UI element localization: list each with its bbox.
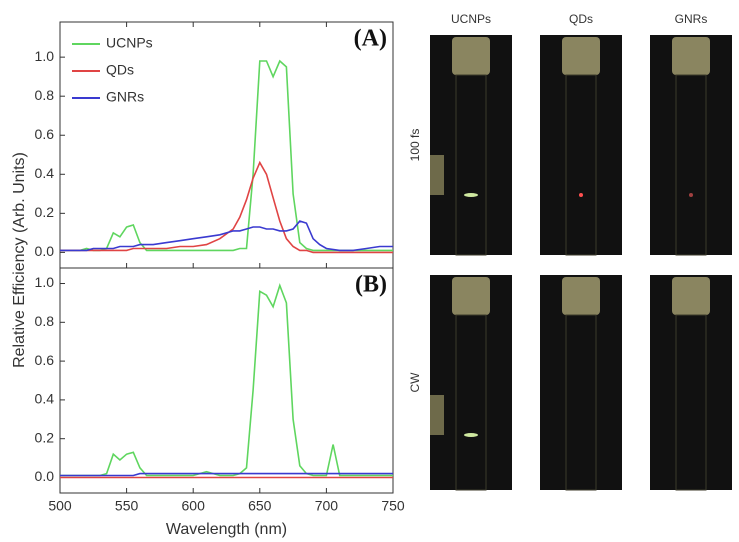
x-axis-label: Wavelength (nm) [166, 521, 287, 538]
vial [675, 74, 707, 256]
series-line [60, 472, 393, 477]
vial [565, 314, 597, 491]
legend-label: GNRs [106, 89, 144, 105]
vial [455, 314, 487, 491]
vial [565, 74, 597, 256]
emission-spot [464, 433, 478, 437]
y-tick-label: 0.4 [35, 391, 55, 407]
vial [675, 314, 707, 491]
vial-cap [672, 277, 710, 315]
panel-label: (B) [355, 272, 387, 298]
photo-column-label: QDs [569, 12, 593, 26]
emission-spot [579, 193, 583, 197]
y-tick-label: 1.0 [35, 274, 55, 290]
plot-frame [59, 267, 394, 494]
series-line [60, 59, 393, 252]
x-tick-label: 600 [182, 498, 206, 514]
panel-label: (A) [354, 26, 387, 52]
y-tick-label: 0.0 [35, 243, 55, 259]
emission-spot [464, 193, 478, 197]
y-tick-label: 0.8 [35, 87, 55, 103]
series-line [60, 283, 393, 477]
photo-row-label: CW [408, 372, 422, 393]
vial-cap [452, 37, 490, 75]
y-tick-label: 0.6 [35, 126, 55, 142]
holder [430, 155, 444, 195]
vial-cap [562, 277, 600, 315]
photo-row-label: 100 fs [408, 129, 422, 162]
vial-cap [672, 37, 710, 75]
x-tick-label: 750 [381, 498, 405, 514]
x-tick-label: 700 [315, 498, 339, 514]
x-tick-label: 650 [248, 498, 272, 514]
y-tick-label: 0.6 [35, 352, 55, 368]
holder [430, 395, 444, 435]
legend-label: QDs [106, 62, 134, 78]
y-tick-label: 0.2 [35, 429, 55, 445]
y-tick-label: 0.0 [35, 468, 55, 484]
x-tick-label: 500 [48, 498, 72, 514]
vial [455, 74, 487, 256]
y-tick-label: 0.2 [35, 204, 55, 220]
photo-column-label: UCNPs [451, 12, 491, 26]
vial-cap [562, 37, 600, 75]
series-line [60, 220, 393, 252]
photo-column-label: GNRs [675, 12, 708, 26]
y-tick-label: 0.4 [35, 165, 55, 181]
series-line [60, 160, 393, 254]
legend-label: UCNPs [106, 35, 153, 51]
y-tick-label: 1.0 [35, 48, 55, 64]
x-tick-label: 550 [115, 498, 139, 514]
emission-spot [689, 193, 693, 197]
vial-cap [452, 277, 490, 315]
y-tick-label: 0.8 [35, 313, 55, 329]
y-axis-label: Relative Efficiency (Arb. Units) [11, 152, 28, 368]
